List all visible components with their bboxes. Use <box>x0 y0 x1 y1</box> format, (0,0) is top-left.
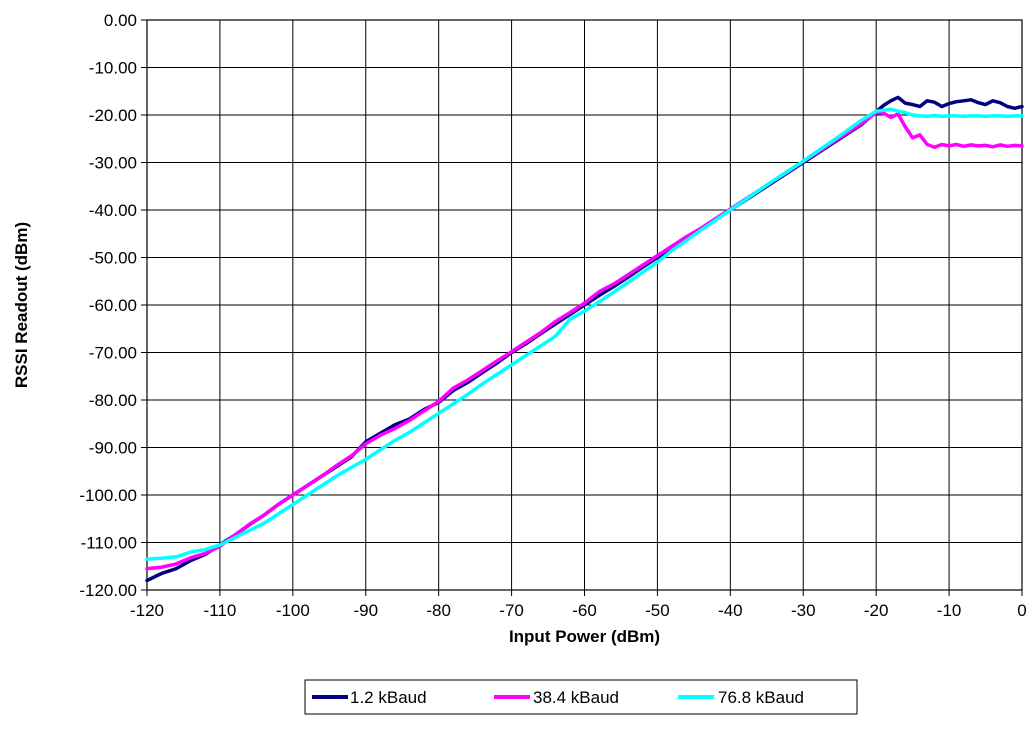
x-tick-label: -120 <box>130 601 164 620</box>
x-tick-label: -40 <box>718 601 743 620</box>
y-tick-label: -90.00 <box>89 439 137 458</box>
x-axis-ticks: -120 -110 -100 -90 -80 -70 -60 -50 -40 -30 -20 -10 0 <box>130 590 1027 620</box>
y-tick-label: -50.00 <box>89 249 137 268</box>
y-tick-label: -110.00 <box>81 534 137 553</box>
y-tick-label: -40.00 <box>89 201 137 220</box>
y-tick-label: -80.00 <box>89 391 137 410</box>
legend: 1.2 kBaud 38.4 kBaud 76.8 kBaud <box>304 679 858 715</box>
series-line-38-4-kbaud <box>145 110 1024 571</box>
y-tick-label: -10.00 <box>89 59 137 78</box>
x-tick-label: -30 <box>791 601 816 620</box>
x-tick-label: -80 <box>426 601 451 620</box>
x-tick-label: -110 <box>204 601 237 620</box>
legend-label-1-2-kbaud: 1.2 kBaud <box>350 688 427 707</box>
y-tick-label: -20.00 <box>89 106 137 125</box>
y-tick-label: -100.00 <box>79 486 137 505</box>
series-line-76-8-kbaud <box>145 107 1024 561</box>
x-tick-label: -50 <box>645 601 670 620</box>
x-tick-label: -20 <box>864 601 889 620</box>
series-lines <box>145 95 1024 583</box>
legend-label-76-8-kbaud: 76.8 kBaud <box>718 688 804 707</box>
y-tick-label: -30.00 <box>89 154 137 173</box>
x-tick-label: -60 <box>572 601 597 620</box>
x-tick-label: -70 <box>499 601 524 620</box>
y-axis-ticks: 0.00 -10.00 -20.00 -30.00 -40.00 -50.00 -60.00… <box>79 11 147 600</box>
y-axis-label: RSSI Readout (dBm) <box>12 222 31 388</box>
x-axis-label: Input Power (dBm) <box>509 627 660 646</box>
x-tick-label: -90 <box>353 601 378 620</box>
x-tick-label: -100 <box>276 601 310 620</box>
legend-label-38-4-kbaud: 38.4 kBaud <box>533 688 619 707</box>
y-tick-label: 0.00 <box>104 11 137 30</box>
y-tick-label: -120.00 <box>79 581 137 600</box>
x-tick-label: -10 <box>937 601 962 620</box>
y-tick-label: -60.00 <box>89 296 137 315</box>
x-tick-label: 0 <box>1017 601 1026 620</box>
legend-box <box>304 679 858 715</box>
y-tick-label: -70.00 <box>89 344 137 363</box>
